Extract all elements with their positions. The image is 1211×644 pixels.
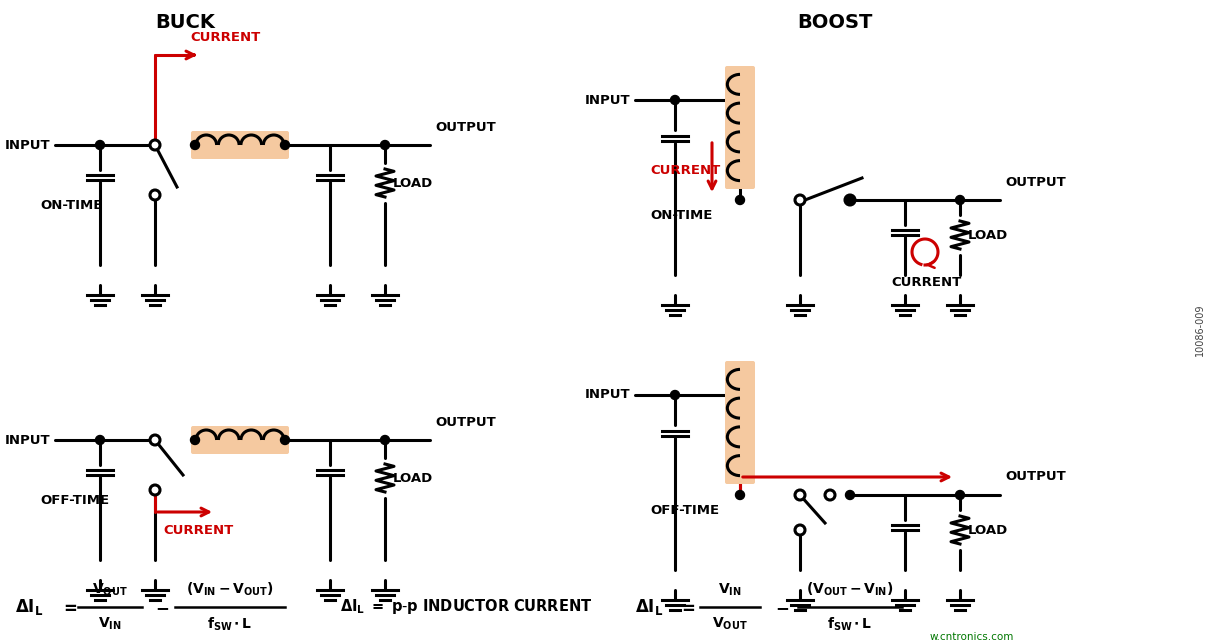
Text: LOAD: LOAD xyxy=(968,524,1009,536)
Circle shape xyxy=(150,485,160,495)
Circle shape xyxy=(845,196,855,205)
Text: OUTPUT: OUTPUT xyxy=(1005,471,1066,484)
Circle shape xyxy=(735,196,745,205)
Text: ON-TIME: ON-TIME xyxy=(650,209,712,222)
Text: w.cntronics.com: w.cntronics.com xyxy=(930,632,1015,642)
Text: $\mathbf{V_{IN}}$: $\mathbf{V_{IN}}$ xyxy=(98,616,122,632)
Text: BOOST: BOOST xyxy=(797,12,873,32)
Text: OFF-TIME: OFF-TIME xyxy=(650,504,719,516)
Circle shape xyxy=(281,435,289,444)
Circle shape xyxy=(825,490,836,500)
Text: 10086-009: 10086-009 xyxy=(1195,304,1205,356)
Circle shape xyxy=(96,435,104,444)
Circle shape xyxy=(190,140,200,149)
FancyBboxPatch shape xyxy=(725,361,754,484)
Circle shape xyxy=(955,196,964,205)
Text: LOAD: LOAD xyxy=(968,229,1009,242)
Text: CURRENT: CURRENT xyxy=(190,30,260,44)
Text: $\mathbf{(V_{IN} - V_{OUT})}$: $\mathbf{(V_{IN} - V_{OUT})}$ xyxy=(186,581,274,598)
Circle shape xyxy=(845,491,855,500)
Circle shape xyxy=(735,491,745,500)
Circle shape xyxy=(96,140,104,149)
Text: $\mathbf{\Delta I_L}$: $\mathbf{\Delta I_L}$ xyxy=(15,597,44,617)
Circle shape xyxy=(380,140,390,149)
Text: $\mathbf{f_{SW} \cdot L}$: $\mathbf{f_{SW} \cdot L}$ xyxy=(827,616,873,634)
Circle shape xyxy=(671,390,679,399)
Text: $\mathbf{V_{OUT}}$: $\mathbf{V_{OUT}}$ xyxy=(712,616,748,632)
Circle shape xyxy=(845,195,855,205)
Circle shape xyxy=(794,195,805,205)
FancyBboxPatch shape xyxy=(191,131,289,159)
Circle shape xyxy=(281,140,289,149)
Circle shape xyxy=(671,95,679,104)
Circle shape xyxy=(794,490,805,500)
Text: OUTPUT: OUTPUT xyxy=(1005,176,1066,189)
Text: INPUT: INPUT xyxy=(585,388,630,401)
Text: CURRENT: CURRENT xyxy=(163,524,234,536)
Text: BUCK: BUCK xyxy=(155,12,214,32)
Circle shape xyxy=(150,435,160,445)
Text: INPUT: INPUT xyxy=(585,93,630,106)
Circle shape xyxy=(150,140,160,150)
Circle shape xyxy=(150,190,160,200)
Text: INPUT: INPUT xyxy=(5,138,50,151)
Text: $\mathbf{\Delta I_L}$ $\mathbf{= \ p\text{-}p \ INDUCTOR \ CURRENT}$: $\mathbf{\Delta I_L}$ $\mathbf{= \ p\tex… xyxy=(340,598,592,616)
Circle shape xyxy=(955,491,964,500)
Text: $\mathbf{-}$: $\mathbf{-}$ xyxy=(155,598,170,616)
Text: $\mathbf{=}$: $\mathbf{=}$ xyxy=(678,598,695,616)
Text: OFF-TIME: OFF-TIME xyxy=(40,493,109,506)
Text: $\mathbf{V_{OUT}}$: $\mathbf{V_{OUT}}$ xyxy=(92,582,128,598)
Text: INPUT: INPUT xyxy=(5,433,50,446)
Text: $\mathbf{-}$: $\mathbf{-}$ xyxy=(775,598,790,616)
Text: OUTPUT: OUTPUT xyxy=(435,415,495,428)
Circle shape xyxy=(794,525,805,535)
Circle shape xyxy=(190,435,200,444)
FancyBboxPatch shape xyxy=(191,426,289,454)
Text: $\mathbf{(V_{OUT} - V_{IN})}$: $\mathbf{(V_{OUT} - V_{IN})}$ xyxy=(807,581,894,598)
Text: CURRENT: CURRENT xyxy=(650,164,721,176)
Text: $\mathbf{=}$: $\mathbf{=}$ xyxy=(61,598,78,616)
Circle shape xyxy=(380,435,390,444)
Text: LOAD: LOAD xyxy=(394,471,434,484)
Text: ON-TIME: ON-TIME xyxy=(40,198,103,211)
Text: CURRENT: CURRENT xyxy=(891,276,962,289)
Text: $\mathbf{f_{SW} \cdot L}$: $\mathbf{f_{SW} \cdot L}$ xyxy=(207,616,253,634)
FancyBboxPatch shape xyxy=(725,66,754,189)
Text: $\mathbf{V_{IN}}$: $\mathbf{V_{IN}}$ xyxy=(718,582,742,598)
Text: LOAD: LOAD xyxy=(394,176,434,189)
Text: OUTPUT: OUTPUT xyxy=(435,120,495,133)
Text: $\mathbf{\Delta I_L}$: $\mathbf{\Delta I_L}$ xyxy=(635,597,664,617)
